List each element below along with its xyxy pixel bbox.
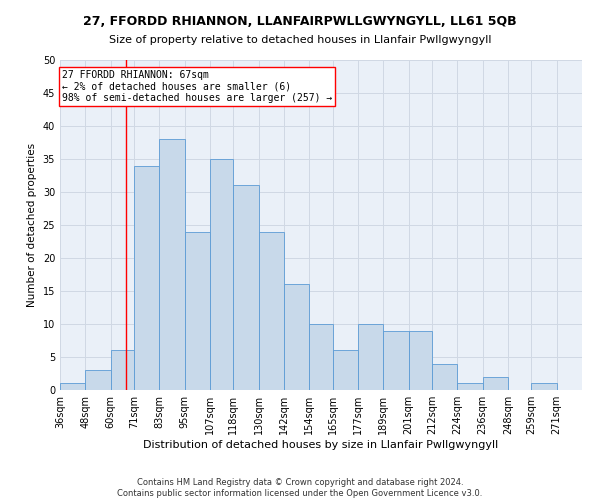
Bar: [457, 384, 482, 390]
Bar: [185, 232, 210, 390]
Bar: [111, 350, 134, 390]
Text: Contains HM Land Registry data © Crown copyright and database right 2024.
Contai: Contains HM Land Registry data © Crown c…: [118, 478, 482, 498]
Bar: [85, 370, 111, 390]
X-axis label: Distribution of detached houses by size in Llanfair Pwllgwyngyll: Distribution of detached houses by size …: [143, 440, 499, 450]
Bar: [310, 324, 332, 390]
Bar: [233, 186, 259, 390]
Bar: [60, 384, 85, 390]
Bar: [134, 166, 160, 390]
Text: 27 FFORDD RHIANNON: 67sqm
← 2% of detached houses are smaller (6)
98% of semi-de: 27 FFORDD RHIANNON: 67sqm ← 2% of detach…: [62, 70, 332, 103]
Text: Size of property relative to detached houses in Llanfair Pwllgwyngyll: Size of property relative to detached ho…: [109, 35, 491, 45]
Bar: [358, 324, 383, 390]
Bar: [160, 139, 185, 390]
Bar: [259, 232, 284, 390]
Bar: [432, 364, 457, 390]
Y-axis label: Number of detached properties: Number of detached properties: [27, 143, 37, 307]
Bar: [210, 159, 233, 390]
Text: 27, FFORDD RHIANNON, LLANFAIRPWLLGWYNGYLL, LL61 5QB: 27, FFORDD RHIANNON, LLANFAIRPWLLGWYNGYL…: [83, 15, 517, 28]
Bar: [332, 350, 358, 390]
Bar: [284, 284, 310, 390]
Bar: [383, 330, 409, 390]
Bar: [531, 384, 557, 390]
Bar: [409, 330, 432, 390]
Bar: [482, 377, 508, 390]
